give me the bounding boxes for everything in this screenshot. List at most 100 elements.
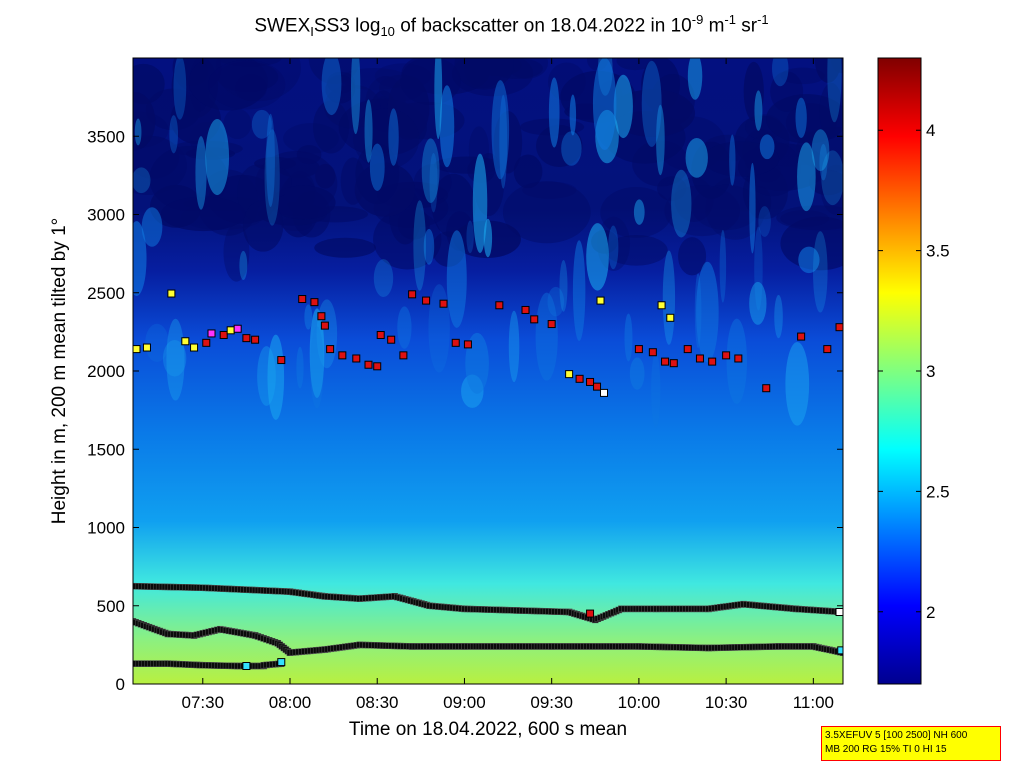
colorbar-tick-label: 3 xyxy=(926,362,935,381)
clear-air-patch xyxy=(454,58,515,90)
aerosol-plume xyxy=(413,200,426,291)
clear-air-patch xyxy=(616,58,654,71)
clear-air-patch xyxy=(819,82,843,139)
cloud-marker xyxy=(364,360,373,369)
x-tick-label: 09:30 xyxy=(530,693,573,712)
aerosol-plume xyxy=(759,134,775,160)
aerosol-plume xyxy=(499,94,508,189)
aerosol-plume xyxy=(350,58,361,135)
cloud-marker xyxy=(797,332,806,341)
aerosol-plume xyxy=(754,90,763,131)
backscatter-texture xyxy=(133,58,843,429)
aerosol-plume xyxy=(548,77,560,148)
colorbar xyxy=(877,57,922,685)
aerosol-plume xyxy=(624,313,633,362)
cloud-marker xyxy=(734,354,743,363)
y-tick-label: 2500 xyxy=(87,284,125,303)
cloud-marker xyxy=(320,321,329,330)
x-tick-label: 07:30 xyxy=(182,693,225,712)
clear-air-patch xyxy=(271,185,336,220)
cloud-marker xyxy=(242,334,251,343)
aerosol-plume xyxy=(296,346,304,389)
cloud-marker xyxy=(399,351,408,360)
aerosol-plume xyxy=(754,226,763,311)
clear-air-patch xyxy=(678,237,707,276)
aerosol-plume xyxy=(251,109,272,139)
cloud-marker xyxy=(575,374,584,383)
aerosol-plume xyxy=(774,294,783,339)
aerosol-plume xyxy=(133,221,147,296)
cloud-marker xyxy=(338,351,347,360)
clear-air-patch xyxy=(315,163,336,189)
aerosol-plume xyxy=(423,228,435,265)
clear-air-patch xyxy=(522,181,577,199)
y-tick-label: 3000 xyxy=(87,206,125,225)
x-tick-label: 10:30 xyxy=(705,693,748,712)
aerosol-plume xyxy=(812,231,828,313)
cloud-marker xyxy=(202,338,211,347)
cloud-marker xyxy=(233,324,242,333)
aerosol-plume xyxy=(572,240,586,341)
aerosol-plume xyxy=(798,246,820,274)
clear-air-patch xyxy=(743,61,764,121)
clear-air-patch xyxy=(502,181,591,244)
layer-lines xyxy=(133,582,843,670)
clear-air-patch xyxy=(493,111,523,174)
aerosol-plume xyxy=(613,74,633,139)
aerosol-plume xyxy=(446,230,467,328)
aerosol-plume xyxy=(827,58,842,123)
clear-air-patch xyxy=(188,58,268,111)
aerosol-plume xyxy=(729,134,736,186)
aerosol-plume xyxy=(421,138,440,203)
cloud-marker xyxy=(565,370,574,379)
aerosol-plume xyxy=(145,323,169,362)
clear-air-patch xyxy=(263,167,292,197)
cloud-markers xyxy=(133,289,843,671)
cloud-marker xyxy=(133,345,141,354)
aerosol-plume xyxy=(364,99,373,163)
aerosol-plume xyxy=(719,229,727,303)
cloud-marker xyxy=(439,299,448,308)
cloud-marker xyxy=(181,337,190,346)
cloud-marker xyxy=(277,658,286,667)
aerosol-plume xyxy=(195,136,207,210)
aerosol-plume xyxy=(671,169,692,238)
aerosol-plume xyxy=(586,223,609,291)
cloud-marker xyxy=(708,357,717,366)
aerosol-plume xyxy=(641,60,662,147)
cloud-marker xyxy=(326,345,335,354)
cloud-marker xyxy=(495,301,504,310)
aerosol-plume xyxy=(173,58,187,120)
aerosol-plume xyxy=(795,97,807,138)
cloud-marker xyxy=(376,331,385,340)
aerosol-plume xyxy=(321,58,342,116)
clear-air-patch xyxy=(312,100,350,154)
clear-air-patch xyxy=(325,74,356,104)
aerosol-plume xyxy=(369,143,385,191)
clear-air-patch xyxy=(770,71,804,112)
cloud-marker xyxy=(695,354,704,363)
cloud-marker xyxy=(722,351,731,360)
aerosol-plume xyxy=(633,199,645,225)
cloud-marker xyxy=(387,335,396,344)
cloud-marker xyxy=(277,356,286,365)
aerosol-plume xyxy=(466,220,474,254)
cloud-marker xyxy=(298,295,307,304)
aerosol-plume xyxy=(749,281,767,325)
clear-air-patch xyxy=(340,68,409,90)
aerosol-plume xyxy=(629,357,645,390)
aerosol-plume xyxy=(434,58,443,140)
aerosol-plume xyxy=(134,118,142,146)
cloud-marker xyxy=(657,301,666,310)
cloud-marker xyxy=(251,335,260,344)
x-tick-label: 11:00 xyxy=(793,693,834,712)
aerosol-plume xyxy=(592,58,617,151)
aerosol-plume xyxy=(656,104,665,176)
cloud-marker xyxy=(666,313,675,322)
clear-air-patch xyxy=(355,143,400,205)
aerosol-plume xyxy=(559,259,568,312)
aerosol-plume xyxy=(162,339,187,377)
aerosol-plume xyxy=(508,310,520,383)
aerosol-plume xyxy=(811,129,830,172)
clear-air-patch xyxy=(605,234,668,266)
